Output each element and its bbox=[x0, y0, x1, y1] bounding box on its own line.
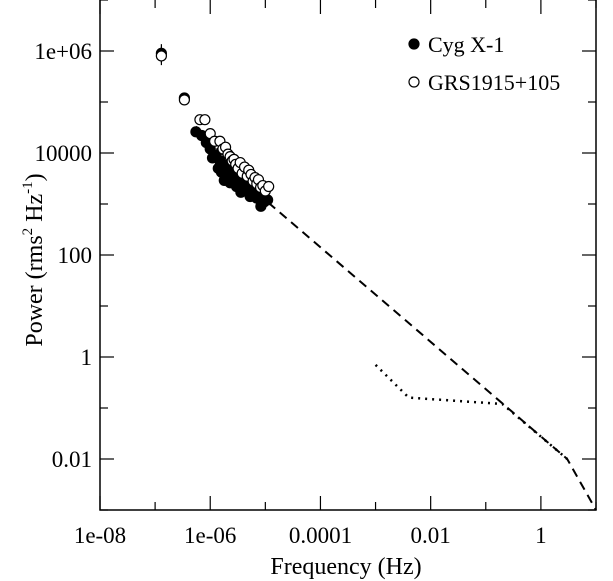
x-tick-label: 0.0001 bbox=[289, 523, 352, 548]
y-tick-label: 1 bbox=[81, 345, 93, 370]
y-axis-label-part: 2 bbox=[20, 228, 36, 236]
y-tick-label: 10000 bbox=[35, 141, 93, 166]
plot-frame bbox=[99, 0, 597, 511]
y-axis-label-part: Power (rms bbox=[22, 235, 48, 346]
x-tick-label: 1e-08 bbox=[74, 523, 126, 548]
grs1915-105-point bbox=[199, 114, 211, 126]
y-tick-label: 1e+06 bbox=[34, 39, 92, 64]
x-tick-label: 1 bbox=[535, 523, 547, 548]
y-axis-label: Power (rms2 Hz-1) bbox=[20, 173, 48, 346]
axis-ticks bbox=[99, 0, 597, 511]
legend-marker-grs1915-105 bbox=[408, 76, 420, 88]
x-tick-label: 0.01 bbox=[411, 523, 451, 548]
x-tick-label: 1e-06 bbox=[184, 523, 236, 548]
legend-marker-cyg-x-1 bbox=[408, 38, 420, 50]
data-points bbox=[155, 44, 275, 212]
y-axis-label-part: ) bbox=[22, 173, 48, 181]
legend: Cyg X-1 GRS1915+105 bbox=[408, 32, 560, 95]
grs1915-105-point bbox=[178, 94, 191, 106]
legend-label-cyg-x-1: Cyg X-1 bbox=[428, 32, 504, 57]
dotted-line bbox=[374, 364, 569, 460]
y-axis-label-part: -1 bbox=[20, 181, 36, 194]
y-axis-label-part: Hz bbox=[22, 194, 48, 228]
x-axis-label: Frequency (Hz) bbox=[270, 554, 421, 580]
axis-tick-labels: 1e-08 1e-06 0.0001 0.01 1 1e+06 10000 100 1 0.01 bbox=[34, 39, 546, 548]
y-axis-label-group: Power (rms2 Hz-1) bbox=[20, 173, 48, 346]
grs1915-105-point bbox=[263, 180, 275, 193]
y-tick-label: 100 bbox=[58, 243, 93, 268]
legend-label-grs1915-105: GRS1915+105 bbox=[428, 70, 560, 95]
grs1915-105-point bbox=[155, 50, 167, 62]
y-tick-label: 0.01 bbox=[52, 447, 92, 472]
cyg-x-1-point bbox=[262, 194, 274, 206]
